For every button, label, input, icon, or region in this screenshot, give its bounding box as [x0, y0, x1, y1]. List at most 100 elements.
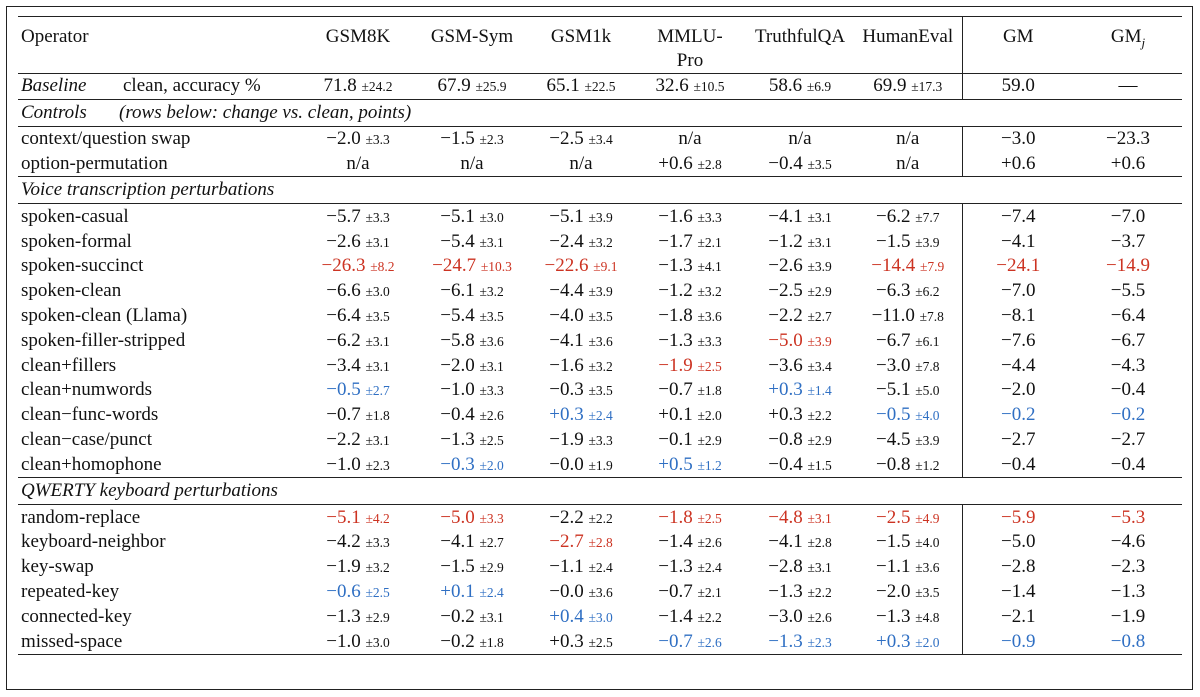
gmj-cell: −6.4 — [1074, 304, 1182, 329]
cell-stddev: ±7.8 — [919, 308, 944, 324]
cell-stddev: ±2.9 — [807, 284, 832, 300]
data-cell: −24.7 ±10.3 — [416, 254, 528, 279]
gmj-cell: −2.3 — [1074, 555, 1182, 580]
cell-stddev: ±2.6 — [479, 408, 504, 424]
row-label: clean−case/punct — [21, 428, 152, 450]
cell-stddev: ±3.2 — [365, 560, 390, 576]
cell-stddev: ±3.9 — [807, 259, 832, 275]
data-cell: −1.4 ±2.6 — [634, 530, 746, 555]
gm-cell: −2.7 — [961, 427, 1074, 453]
data-cell: +0.3 ±2.2 — [746, 403, 854, 428]
table-row: context/question swap −2.0 ±3.3 −1.5 ±2.3−… — [18, 125, 1182, 152]
gmj-cell: +0.6 — [1074, 152, 1182, 177]
cell-value: −2.2 — [549, 506, 584, 528]
data-cell: −4.8 ±3.1 — [746, 504, 854, 530]
col-header-gsm8k: GSM8K — [300, 16, 416, 74]
cell-value: n/a — [678, 128, 702, 150]
gmj-cell: −0.2 — [1074, 403, 1182, 428]
data-cell: −0.8 ±1.2 — [854, 452, 962, 477]
data-cell: −4.5 ±3.9 — [854, 428, 962, 453]
cell-value: −1.6 — [549, 354, 584, 376]
cell-value: −7.4 — [1001, 205, 1036, 227]
cell-value: −0.3 — [549, 379, 584, 401]
table-row: spoken-clean −6.6 ±3.0 −6.1 ±3.2 −4.4 ±3.9−… — [18, 278, 1182, 304]
cell-stddev: ±3.0 — [365, 284, 390, 300]
cell-value: −0.2 — [440, 630, 475, 652]
data-cell: −2.6 ±3.9 — [746, 254, 854, 279]
cell-value: −6.7 — [1110, 329, 1146, 351]
cell-stddev: ±7.9 — [919, 259, 945, 275]
cell-stddev: ±3.5 — [807, 156, 832, 172]
data-cell: −4.1 ±3.6 — [528, 328, 634, 353]
cell-value: −1.4 — [658, 531, 693, 553]
data-cell: n/a — [854, 125, 962, 152]
cell-value: −26.3 — [321, 255, 366, 277]
cell-value: −1.4 — [658, 605, 693, 627]
table-row: repeated-key −0.6 ±2.5 +0.1 ±2.4 −0.0 ±3.6−… — [18, 579, 1182, 605]
data-cell: +0.4 ±3.0 — [528, 604, 634, 629]
cell-stddev: ±1.8 — [479, 634, 504, 650]
cell-value: −5.3 — [1110, 506, 1146, 528]
cell-value: −5.4 — [440, 304, 475, 326]
cell-stddev: ±2.5 — [479, 432, 504, 448]
cell-value: −1.2 — [768, 230, 803, 252]
cell-value: −5.8 — [440, 329, 475, 351]
cell-value: −6.2 — [326, 329, 361, 351]
data-cell: +0.1 ±2.0 — [634, 403, 746, 428]
cell-value: −2.8 — [768, 556, 803, 578]
cell-stddev: ±2.2 — [588, 510, 613, 526]
table-row: clean−func-words −0.7 ±1.8 −0.4 ±2.6 +0.3 ±… — [18, 402, 1182, 428]
cell-value: −4.1 — [1001, 230, 1036, 252]
data-cell: −11.0 ±7.8 — [854, 304, 962, 329]
cell-stddev: ±2.6 — [807, 609, 832, 625]
cell-value: +0.1 — [658, 404, 693, 426]
table-row: clean−case/punct −2.2 ±3.1 −1.3 ±2.5 −1.9 ±… — [18, 427, 1182, 453]
cell-value: −5.7 — [326, 205, 361, 227]
cell-value: −5.1 — [549, 205, 584, 227]
cell-stddev: ±3.6 — [588, 584, 613, 600]
gm-cell: −0.4 — [961, 452, 1074, 478]
row-label: clean−func-words — [21, 404, 159, 426]
cell-value: −2.5 — [875, 506, 911, 528]
gm-cell: −0.2 — [961, 402, 1074, 428]
cell-stddev: ±2.2 — [807, 408, 832, 424]
cell-stddev: ±4.9 — [915, 510, 940, 526]
gm-cell: −5.9 — [961, 504, 1074, 530]
gmj-cell: −14.9 — [1074, 254, 1182, 279]
cell-value: −6.4 — [1110, 304, 1146, 326]
table-row: spoken-filler-stripped −6.2 ±3.1 −5.8 ±3.6… — [18, 328, 1182, 354]
data-cell: −2.0 ±3.3 — [300, 125, 416, 152]
cell-value: −2.6 — [326, 230, 361, 252]
cell-stddev: ±3.3 — [365, 132, 390, 148]
row-label: clean+fillers — [21, 354, 117, 376]
cell-value: +0.3 — [875, 630, 911, 652]
data-cell: −0.1 ±2.9 — [634, 428, 746, 453]
cell-value: −6.4 — [326, 304, 361, 326]
data-cell: n/a — [416, 152, 528, 177]
cell-value: −1.3 — [658, 329, 693, 351]
controls-section-row: Controls (rows below: change vs. clean, p… — [18, 98, 1182, 127]
table-row: option-permutation n/a n/a n/a +0.6 ±2.8 −0.4… — [18, 151, 1182, 177]
gmj-cell: −23.3 — [1074, 125, 1182, 152]
data-cell: −6.2 ±7.7 — [854, 203, 962, 230]
cell-stddev: ±4.0 — [915, 535, 940, 551]
cell-value: n/a — [460, 152, 484, 174]
row-label: missed-space — [18, 629, 300, 655]
cell-value: −1.9 — [1110, 605, 1146, 627]
cell-stddev: ±3.1 — [365, 333, 390, 349]
cell-stddev: ±2.5 — [697, 358, 722, 374]
data-cell: −4.4 ±3.9 — [528, 279, 634, 304]
cell-stddev: ±2.7 — [807, 308, 832, 324]
cell-value: −4.6 — [1110, 531, 1146, 553]
data-cell: −6.7 ±6.1 — [854, 328, 962, 353]
cell-value: −24.7 — [432, 255, 477, 277]
table-row: key-swap −1.9 ±3.2 −1.5 ±2.9 −1.1 ±2.4 −1.3 … — [18, 554, 1182, 580]
cell-stddev: ±1.8 — [365, 408, 390, 424]
cell-value: −1.8 — [658, 506, 693, 528]
col-header-gsm1k: GSM1k — [528, 16, 634, 74]
data-cell: −1.9 ±2.5 — [634, 353, 746, 378]
data-cell: −2.8 ±3.1 — [746, 555, 854, 580]
data-cell: −0.2 ±1.8 — [416, 629, 528, 655]
cell-value: −0.2 — [1001, 404, 1036, 426]
cell-stddev: ±2.9 — [697, 432, 722, 448]
